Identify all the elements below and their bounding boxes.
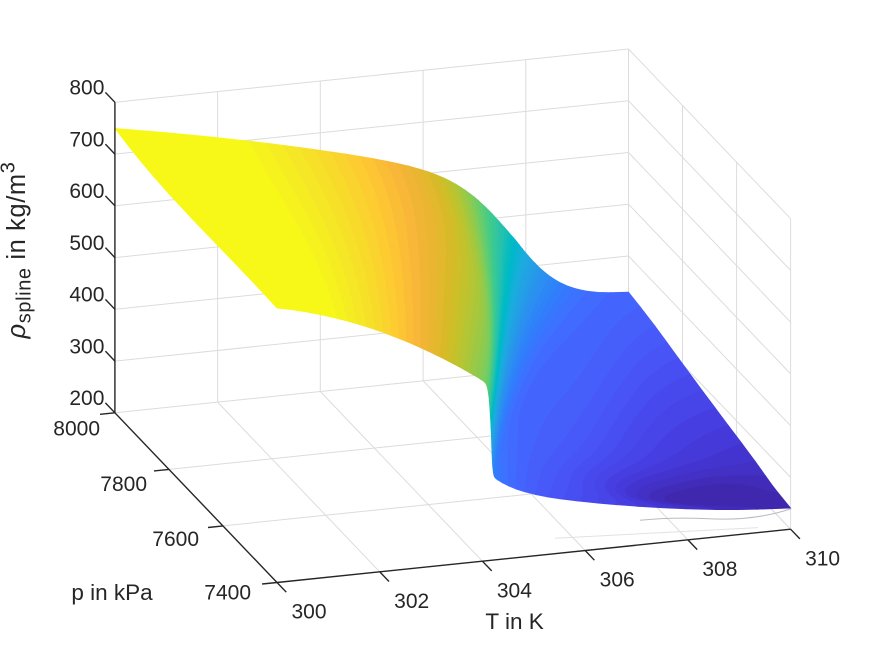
svg-text:ρspline in kg/m3: ρspline in kg/m3: [0, 162, 36, 340]
svg-text:400: 400: [69, 284, 104, 307]
svg-text:306: 306: [600, 569, 635, 592]
svg-text:200: 200: [69, 387, 104, 410]
svg-text:500: 500: [69, 232, 104, 255]
svg-text:300: 300: [69, 335, 104, 358]
svg-text:800: 800: [69, 77, 104, 100]
svg-text:310: 310: [805, 547, 840, 570]
svg-text:7800: 7800: [100, 473, 147, 496]
svg-text:300: 300: [291, 601, 326, 624]
svg-text:7400: 7400: [204, 582, 251, 605]
svg-text:T in K: T in K: [485, 609, 543, 634]
svg-text:700: 700: [69, 128, 104, 151]
svg-text:304: 304: [497, 579, 532, 602]
svg-text:8000: 8000: [53, 418, 100, 441]
svg-text:600: 600: [69, 180, 104, 203]
svg-text:308: 308: [702, 558, 737, 581]
svg-text:p in kPa: p in kPa: [71, 580, 153, 605]
svg-text:302: 302: [394, 590, 429, 613]
svg-text:7600: 7600: [152, 528, 199, 551]
